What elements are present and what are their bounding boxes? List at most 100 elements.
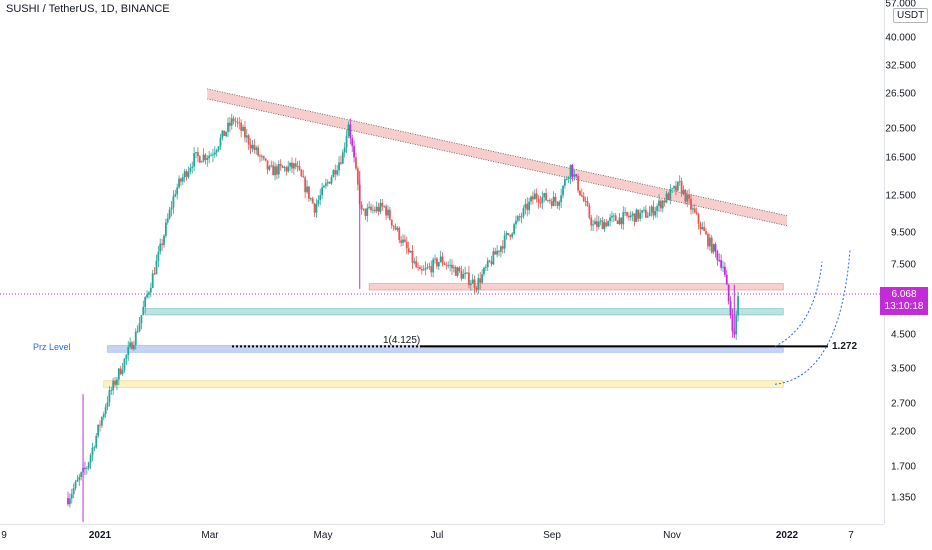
candle-body: [232, 118, 235, 122]
candle-body: [624, 212, 627, 213]
candle-body: [349, 124, 352, 139]
candle-body: [524, 203, 527, 209]
candlestick-series: [67, 113, 739, 508]
candle-body: [532, 196, 534, 200]
candle-body: [697, 213, 700, 224]
candle-body: [582, 196, 585, 202]
candle-body: [443, 263, 446, 265]
candle-body: [116, 379, 118, 385]
candle-body: [68, 498, 71, 505]
candle-body: [545, 193, 547, 201]
candle-body: [481, 274, 483, 283]
price-tick-label: 40.000: [885, 32, 916, 44]
candle-body: [136, 331, 139, 333]
candle-body: [227, 122, 229, 132]
candle-body: [669, 189, 672, 200]
candle-body: [716, 251, 719, 261]
candle-body: [272, 165, 275, 176]
price-tick-label: 2.200: [890, 426, 916, 438]
candle-body: [573, 174, 576, 177]
candle-body: [338, 162, 340, 171]
candle-body: [187, 171, 190, 177]
candle-body: [475, 288, 478, 290]
currency-unit-label[interactable]: USDT: [893, 8, 929, 23]
price-tick-label: 1.350: [890, 492, 916, 504]
candle-body: [212, 154, 214, 156]
candle-body: [415, 261, 418, 268]
support-green-zone: [144, 308, 784, 316]
candle-body: [153, 273, 156, 275]
candle-body: [355, 157, 357, 169]
candle-body: [494, 251, 497, 255]
candle-body: [663, 200, 666, 203]
candle-body: [364, 208, 367, 216]
candle-body: [375, 206, 378, 212]
candle-body: [595, 221, 598, 227]
candle-body: [193, 153, 196, 167]
candle-body: [616, 220, 619, 224]
candle-body: [148, 292, 150, 295]
candle-body: [259, 155, 261, 157]
candle-body: [611, 215, 613, 218]
candle-body: [518, 216, 521, 218]
candle-body: [699, 223, 702, 230]
candle-body: [195, 152, 197, 154]
candle-body: [396, 227, 399, 230]
candle-body: [366, 207, 369, 216]
candle-body: [601, 220, 604, 230]
candle-body: [658, 200, 660, 207]
candle-body: [560, 195, 563, 203]
candle-body: [564, 179, 566, 186]
candle-body: [441, 256, 444, 264]
candle-body: [710, 237, 713, 253]
candle-body: [112, 380, 115, 391]
candle-body: [157, 251, 160, 261]
candle-body: [400, 240, 403, 243]
candle-body: [424, 268, 427, 270]
candle-body: [228, 122, 231, 126]
candle-body: [251, 144, 254, 149]
candle-body: [176, 187, 179, 195]
candle-body: [264, 158, 267, 161]
candle-body: [484, 267, 487, 268]
candle-body: [210, 155, 212, 157]
candle-body: [97, 424, 100, 436]
candle-body: [646, 216, 649, 218]
candle-body: [690, 198, 692, 210]
price-tick-label: 32.500: [885, 60, 916, 72]
time-tick-label: 2022: [775, 530, 799, 541]
candle-body: [701, 227, 704, 230]
candle-body: [102, 413, 105, 418]
candle-body: [462, 274, 465, 279]
candle-body: [302, 176, 305, 178]
candle-body: [447, 265, 450, 266]
candle-body: [368, 206, 371, 208]
candle-body: [392, 225, 395, 227]
horizontal-resistance-zone: [368, 283, 784, 291]
candle-body: [725, 274, 728, 285]
candle-body: [413, 261, 416, 263]
candle-body: [622, 212, 625, 225]
candle-body: [466, 272, 468, 274]
candle-body: [586, 201, 589, 206]
candle-body: [707, 233, 709, 247]
candle-body: [138, 323, 141, 332]
candle-body: [99, 424, 101, 426]
candle-body: [85, 468, 88, 470]
candle-body: [91, 447, 94, 456]
candle-body: [345, 135, 348, 148]
time-tick-label: Sep: [543, 530, 561, 541]
candle-body: [78, 476, 81, 480]
candle-body: [714, 244, 717, 252]
candle-body: [592, 224, 595, 226]
candle-body: [405, 241, 408, 249]
candle-body: [238, 122, 241, 124]
candle-body: [383, 206, 386, 208]
candle-body: [334, 170, 337, 175]
candle-body: [680, 181, 683, 194]
candle-body: [330, 177, 333, 184]
candle-body: [454, 267, 457, 276]
candle-body: [547, 200, 549, 201]
